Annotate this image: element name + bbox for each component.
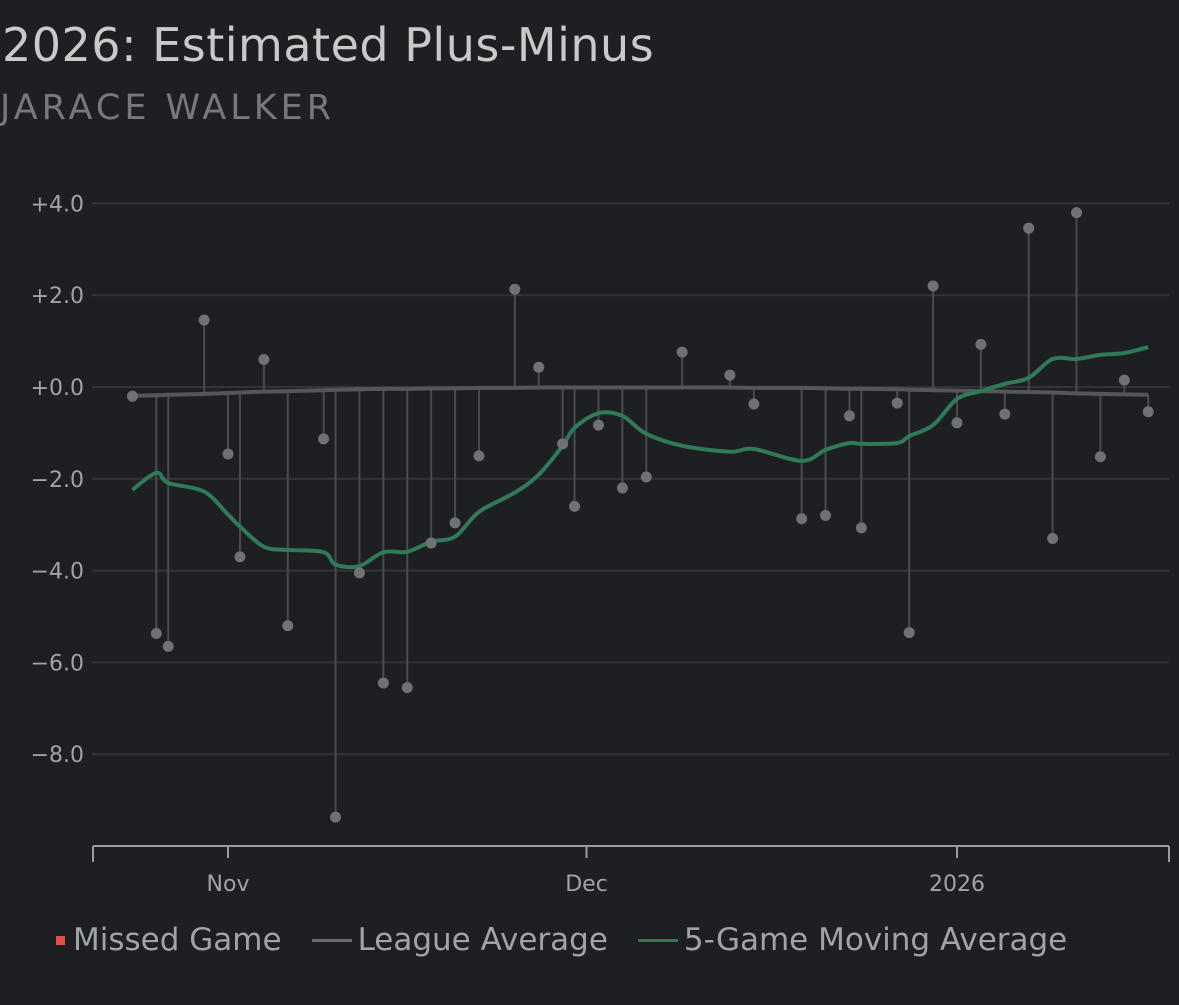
legend-missed-game[interactable]: Missed Game [56,922,282,958]
player-name: JARACE WALKER [0,88,336,128]
game-point [975,338,987,350]
game-point [903,627,915,639]
game-point [951,417,963,429]
game-point [330,811,342,823]
game-point [592,419,604,431]
game-point [318,433,330,445]
y-tick-label: −8.0 [31,743,84,768]
y-tick-label: +4.0 [31,192,84,217]
legend-moving-average[interactable]: 5-Game Moving Average [637,922,1068,958]
game-point [425,537,437,549]
game-point [927,280,939,292]
game-point [1023,222,1035,234]
game-point [676,346,688,358]
x-tick-label: 2026 [929,872,985,897]
league-average-line [132,385,1149,398]
moving-average-line [131,345,1149,570]
game-point [473,450,485,462]
game-point [1071,207,1083,219]
game-point [748,398,760,410]
game-point [569,500,581,512]
x-tick-label: Dec [565,872,608,897]
game-point [1094,451,1106,463]
game-point [533,361,545,373]
y-tick-label: +0.0 [31,376,84,401]
game-point [820,510,832,522]
game-point [855,522,867,534]
legend-label: 5-Game Moving Average [683,922,1068,958]
game-point [616,482,628,494]
game-point [796,513,808,525]
game-point [557,438,569,450]
y-tick-label: +2.0 [31,284,84,309]
game-point [401,682,413,694]
game-point [1047,532,1059,544]
game-point [222,448,234,460]
y-tick-label: −2.0 [31,468,84,493]
game-point [162,640,174,652]
game-point [1142,406,1154,418]
legend-label: Missed Game [73,922,282,958]
league-average-swatch [311,938,352,942]
game-point [234,551,246,563]
game-point [258,353,270,365]
game-point [640,471,652,483]
y-tick-label: −6.0 [31,651,84,676]
game-point [724,369,736,381]
game-point [999,408,1011,420]
y-tick-label: −4.0 [31,560,84,585]
game-point [282,620,294,632]
game-point [891,397,903,409]
game-point [509,283,521,295]
chart-title: 2026: Estimated Plus-Minus [2,18,655,72]
legend-label: League Average [357,922,608,958]
legend: Missed Game League Average 5-Game Moving… [56,922,1097,958]
legend-league-average[interactable]: League Average [311,922,608,958]
game-point [126,390,138,402]
missed-game-swatch [56,935,65,945]
x-axis [92,845,1170,862]
x-tick-label: Nov [207,872,250,897]
game-point [843,410,855,422]
game-point [449,517,461,529]
game-point [198,314,210,326]
game-point [150,627,162,639]
game-point [377,677,389,689]
game-point [353,567,365,579]
game-point [1118,374,1130,386]
moving-average-swatch [637,938,678,942]
